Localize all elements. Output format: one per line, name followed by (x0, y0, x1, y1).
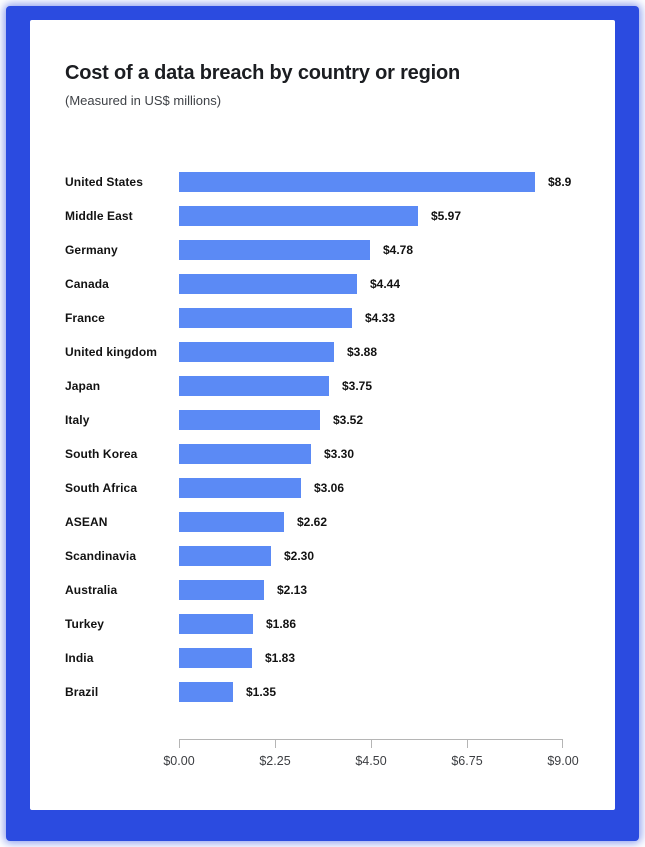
value-label: $3.06 (314, 481, 345, 495)
value-label: $1.35 (246, 685, 277, 699)
x-axis-tick (466, 740, 468, 748)
x-axis-tick-label: $6.75 (451, 754, 483, 768)
value-label: $2.62 (297, 515, 328, 529)
value-label: $2.13 (277, 583, 308, 597)
bar-track: $3.06 (179, 478, 580, 498)
bar-track: $3.88 (179, 342, 580, 362)
value-label: $2.30 (284, 549, 315, 563)
bar-track: $2.13 (179, 580, 580, 600)
value-label: $3.75 (342, 379, 373, 393)
bar (179, 648, 252, 668)
category-label: South Korea (65, 447, 138, 461)
value-label: $3.88 (347, 345, 378, 359)
bar-track: $3.75 (179, 376, 580, 396)
bar (179, 410, 320, 430)
value-label: $1.83 (265, 651, 296, 665)
chart-row: Australia $2.13 (65, 573, 580, 607)
x-axis-tick (370, 740, 372, 748)
bar-track: $3.30 (179, 444, 580, 464)
chart-row: ASEAN $2.62 (65, 505, 580, 539)
value-label: $1.86 (266, 617, 297, 631)
category-label: Canada (65, 277, 109, 291)
chart-row: Japan $3.75 (65, 369, 580, 403)
chart-row: South Korea $3.30 (65, 437, 580, 471)
bar-track: $4.33 (179, 308, 580, 328)
bar (179, 512, 284, 532)
category-label: Japan (65, 379, 101, 393)
category-label: Scandinavia (65, 549, 137, 563)
value-label: $4.44 (370, 277, 401, 291)
value-label: $8.9 (548, 175, 572, 189)
category-label: United kingdom (65, 345, 158, 359)
x-axis-labels: $0.00 $2.25 $4.50 $6.75 $9.00 (163, 754, 578, 770)
value-label: $4.33 (365, 311, 396, 325)
category-label: Italy (65, 413, 90, 427)
bar (179, 172, 535, 192)
chart-row: Turkey $1.86 (65, 607, 580, 641)
chart-row: South Africa $3.06 (65, 471, 580, 505)
x-axis-tick (562, 740, 563, 748)
x-axis-tick (274, 740, 276, 748)
bar-track: $1.35 (179, 682, 580, 702)
bar-chart: United States $8.9 Middle East $5.97 Germany… (65, 165, 580, 770)
bar (179, 308, 352, 328)
bar-track: $5.97 (179, 206, 580, 226)
category-label: United States (65, 175, 143, 189)
bar-rows: United States $8.9 Middle East $5.97 Germany… (65, 165, 580, 709)
bar-track: $4.78 (179, 240, 580, 260)
category-label: Brazil (65, 685, 99, 699)
bar (179, 376, 329, 396)
bar-track: $3.52 (179, 410, 580, 430)
x-axis-line (179, 739, 563, 749)
bar-track: $1.83 (179, 648, 580, 668)
category-label: Middle East (65, 209, 133, 223)
bar-track: $4.44 (179, 274, 580, 294)
chart-row: Canada $4.44 (65, 267, 580, 301)
value-label: $3.52 (333, 413, 364, 427)
bar-track: $1.86 (179, 614, 580, 634)
category-label: France (65, 311, 105, 325)
category-label: ASEAN (65, 515, 108, 529)
value-label: $5.97 (431, 209, 462, 223)
chart-row: United kingdom $3.88 (65, 335, 580, 369)
bar-track: $8.9 (179, 172, 580, 192)
chart-row: Scandinavia $2.30 (65, 539, 580, 573)
x-axis-tick-label: $0.00 (163, 754, 195, 768)
bar (179, 274, 357, 294)
category-label: Australia (65, 583, 118, 597)
x-axis-tick-label: $9.00 (547, 754, 579, 768)
value-label: $4.78 (383, 243, 414, 257)
bar (179, 614, 253, 634)
chart-row: Germany $4.78 (65, 233, 580, 267)
bar (179, 478, 301, 498)
chart-row: Middle East $5.97 (65, 199, 580, 233)
chart-row: India $1.83 (65, 641, 580, 675)
chart-row: France $4.33 (65, 301, 580, 335)
category-label: Germany (65, 243, 118, 257)
bar (179, 240, 370, 260)
bar-track: $2.30 (179, 546, 580, 566)
bar (179, 580, 264, 600)
x-axis-tick (179, 740, 180, 748)
bar (179, 444, 311, 464)
category-label: India (65, 651, 94, 665)
category-label: South Africa (65, 481, 138, 495)
bar (179, 206, 418, 226)
x-axis-tick-label: $4.50 (355, 754, 387, 768)
value-label: $3.30 (324, 447, 355, 461)
x-axis-tick-label: $2.25 (259, 754, 291, 768)
chart-row: United States $8.9 (65, 165, 580, 199)
chart-row: Italy $3.52 (65, 403, 580, 437)
chart-card: Cost of a data breach by country or regi… (30, 20, 615, 810)
bar (179, 682, 233, 702)
category-label: Turkey (65, 617, 105, 631)
bar (179, 546, 271, 566)
chart-subtitle: (Measured in US$ millions) (65, 93, 222, 108)
x-axis: $0.00 $2.25 $4.50 $6.75 $9.00 (163, 739, 579, 770)
bar-track: $2.62 (179, 512, 580, 532)
bar (179, 342, 334, 362)
chart-title: Cost of a data breach by country or regi… (65, 62, 460, 84)
chart-row: Brazil $1.35 (65, 675, 580, 709)
